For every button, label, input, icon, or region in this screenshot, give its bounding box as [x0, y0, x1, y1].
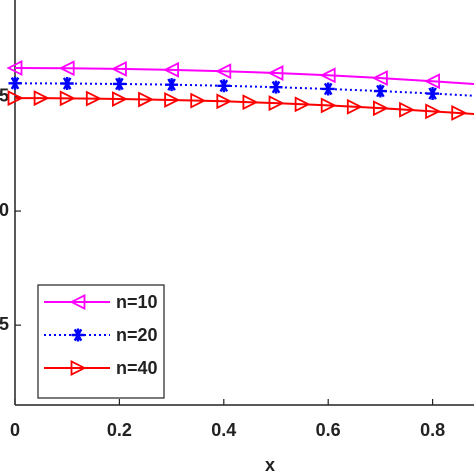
marker — [372, 100, 389, 117]
marker — [138, 91, 155, 108]
marker — [215, 63, 232, 80]
series-line — [14, 66, 474, 85]
marker — [242, 94, 259, 111]
legend-label: n=10 — [116, 292, 158, 312]
marker — [7, 90, 24, 107]
x-tick-label: 0.6 — [316, 420, 341, 440]
marker — [190, 92, 207, 109]
marker — [216, 93, 233, 110]
x-tick-label: 0 — [10, 420, 20, 440]
marker — [60, 77, 74, 91]
marker — [112, 77, 126, 91]
marker — [163, 61, 180, 78]
marker — [217, 79, 231, 93]
series-line — [15, 97, 474, 116]
marker — [6, 60, 23, 76]
marker — [165, 78, 179, 92]
y-tick-label: 0 — [0, 200, 9, 220]
marker — [112, 91, 128, 107]
marker — [71, 328, 85, 342]
marker — [33, 90, 50, 107]
marker — [451, 104, 468, 121]
marker — [59, 90, 76, 107]
marker — [70, 360, 87, 376]
marker — [8, 76, 22, 90]
marker — [371, 70, 388, 86]
marker — [268, 95, 285, 112]
marker — [58, 60, 75, 77]
marker — [69, 294, 86, 310]
marker — [267, 65, 284, 81]
legend-label: n=40 — [116, 358, 158, 378]
marker — [425, 103, 442, 120]
marker — [399, 101, 416, 118]
x-tick-label: 0.2 — [107, 420, 132, 440]
marker — [110, 60, 127, 77]
marker — [294, 96, 311, 113]
marker — [426, 87, 440, 101]
marker — [320, 97, 337, 114]
marker — [424, 73, 441, 90]
marker — [373, 84, 387, 98]
legend-label: n=20 — [116, 325, 158, 345]
x-axis-label: x — [265, 455, 275, 474]
marker — [319, 67, 336, 84]
marker — [269, 80, 283, 94]
marker — [321, 82, 335, 96]
marker — [346, 98, 363, 115]
marker — [85, 90, 102, 107]
y-tick-label: 5 — [0, 314, 9, 334]
x-tick-label: 0.8 — [420, 420, 445, 440]
x-tick-label: 0.4 — [211, 420, 236, 440]
marker — [164, 91, 181, 108]
y-tick-label: 5 — [0, 86, 9, 106]
legend-box — [37, 284, 165, 399]
